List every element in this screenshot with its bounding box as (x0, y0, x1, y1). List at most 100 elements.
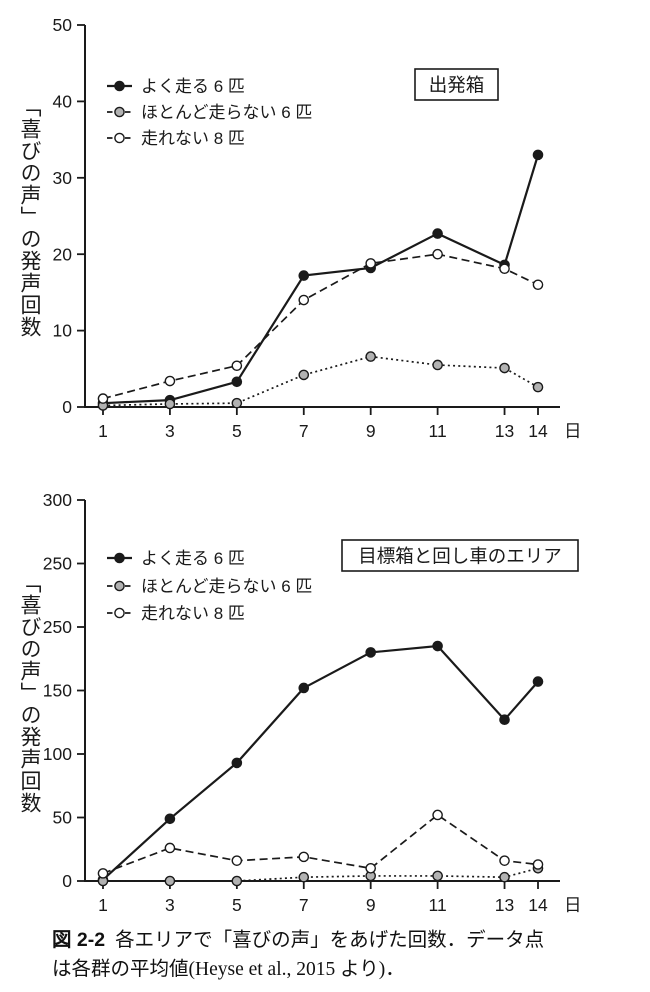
chart-title: 出発箱 (429, 75, 485, 96)
data-point-filled-black (532, 149, 544, 161)
legend-label: よく走る 6 匹 (141, 549, 245, 568)
y-tick-label: 20 (53, 244, 73, 264)
y-tick-label: 50 (53, 808, 73, 828)
x-tick-label: 13 (495, 421, 514, 441)
x-axis-unit-label: 日 (564, 421, 582, 441)
series-line-dotted (103, 867, 539, 882)
data-point-filled-gray (365, 351, 376, 362)
data-point-open (164, 842, 176, 854)
legend-marker-open (114, 607, 125, 619)
y-tick-label: 150 (43, 681, 72, 701)
x-tick-label: 7 (299, 421, 309, 441)
data-point-filled-black (298, 270, 310, 281)
legend-marker-filled-gray (114, 106, 125, 118)
data-point-open (532, 279, 544, 291)
data-point-filled-black (231, 376, 243, 388)
data-point-open (231, 855, 243, 866)
data-point-open (365, 258, 376, 269)
series-line-dashed (102, 813, 539, 875)
x-tick-label: 9 (366, 421, 376, 441)
series-line-dotted (102, 355, 539, 407)
data-point-filled-gray (432, 870, 443, 882)
data-point-filled-black (432, 228, 443, 239)
caption-line2: は各群の平均値(Heyse et al., 2015 より)． (52, 959, 405, 981)
data-point-filled-black (298, 682, 310, 694)
y-tick-label: 40 (53, 92, 73, 112)
chart-title-box (414, 68, 499, 101)
y-tick-label: 100 (43, 744, 72, 764)
data-point-open (298, 294, 310, 306)
data-point-open (231, 360, 243, 372)
y-tick-label: 30 (53, 168, 73, 188)
series-line-solid (102, 154, 540, 405)
figure-caption: 図 2-2 各エリアで「喜びの声」をあげた回数．データ点 は各群の平均値(Heys… (52, 926, 608, 985)
x-tick-label: 5 (232, 895, 242, 915)
legend-marker-filled-black (114, 80, 125, 92)
data-point-open (97, 393, 109, 404)
y-tick-label: 0 (62, 397, 72, 417)
data-point-filled-gray (231, 875, 243, 887)
data-point-open (298, 851, 310, 863)
data-point-filled-black (164, 813, 176, 825)
data-point-filled-gray (164, 398, 176, 410)
y-axis-label-top: 「喜びの声」の発声回数 (18, 96, 41, 338)
legend-marker-filled-gray (114, 580, 125, 592)
legend-label: ほとんど走らない 6 匹 (141, 103, 312, 122)
x-tick-label: 13 (495, 895, 514, 915)
legend-label: 走れない 8 匹 (141, 129, 245, 148)
data-point-open (97, 868, 109, 879)
y-tick-label: 250 (43, 554, 72, 574)
data-point-filled-black (532, 676, 544, 687)
series-line-dashed (102, 253, 539, 400)
y-tick-label: 250 (43, 617, 72, 637)
data-point-open (432, 809, 443, 821)
x-tick-label: 11 (429, 421, 447, 441)
y-tick-label: 10 (53, 321, 73, 341)
x-tick-label: 3 (165, 421, 175, 441)
data-point-open (499, 263, 510, 275)
data-point-open (164, 375, 176, 387)
data-point-filled-gray (164, 875, 176, 887)
data-point-open (532, 859, 544, 870)
data-point-open (432, 248, 443, 260)
x-tick-label: 1 (98, 895, 108, 915)
x-tick-label: 14 (528, 421, 548, 441)
legend-marker-filled-black (114, 552, 125, 564)
data-point-filled-gray (432, 359, 443, 371)
legend-label: ほとんど走らない 6 匹 (141, 577, 312, 596)
chart-title: 目標箱と回し車のエリア (358, 546, 562, 567)
data-point-filled-black (499, 714, 510, 726)
data-point-open (499, 855, 510, 866)
x-tick-label: 14 (528, 895, 548, 915)
caption-line1: 各エリアで「喜びの声」をあげた回数．データ点 (115, 930, 545, 951)
series-line-solid (102, 644, 539, 881)
chart-title-box (341, 539, 579, 572)
x-tick-label: 7 (299, 895, 309, 915)
figure-number: 図 2-2 (52, 929, 106, 951)
x-axis-unit-label: 日 (564, 895, 582, 915)
data-point-open (365, 863, 376, 874)
data-point-filled-gray (298, 871, 310, 883)
data-point-filled-gray (499, 362, 510, 374)
x-tick-label: 5 (232, 421, 242, 441)
data-point-filled-black (365, 647, 376, 658)
y-tick-label: 300 (43, 490, 72, 510)
legend-marker-open (114, 132, 125, 144)
y-axis-label-bottom: 「喜びの声」の発声回数 (18, 572, 41, 814)
legend-label: よく走る 6 匹 (141, 77, 245, 96)
y-tick-label: 50 (53, 15, 73, 35)
legend-label: 走れない 8 匹 (141, 604, 245, 623)
data-point-filled-gray (532, 381, 544, 393)
data-point-filled-gray (231, 397, 243, 409)
x-tick-label: 9 (366, 895, 376, 915)
data-point-filled-black (432, 640, 443, 652)
data-point-filled-black (231, 757, 243, 769)
x-tick-label: 1 (98, 421, 108, 441)
y-tick-label: 0 (62, 871, 72, 891)
x-tick-label: 3 (165, 895, 175, 915)
x-tick-label: 11 (429, 895, 447, 915)
